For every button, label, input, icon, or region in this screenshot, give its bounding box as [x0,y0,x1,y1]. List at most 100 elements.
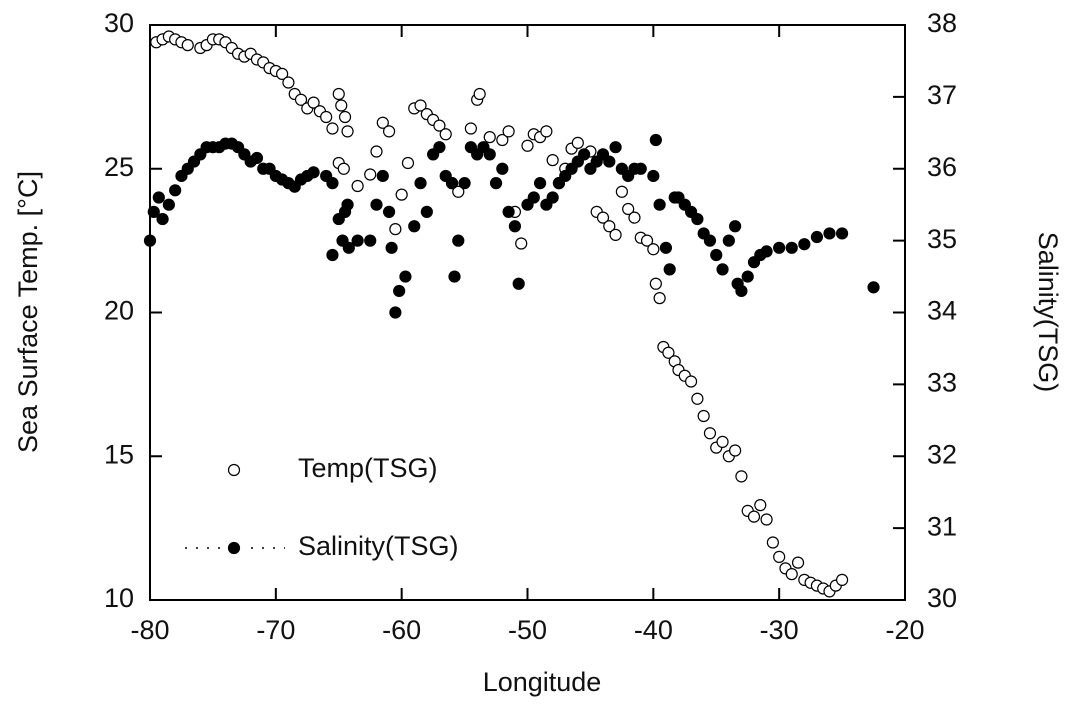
point [414,99,427,112]
point [823,227,836,240]
point [747,510,761,523]
point [760,513,773,526]
point [395,188,408,201]
point [653,292,666,305]
point [489,177,503,190]
plot-frame [149,24,906,601]
point [483,131,496,144]
point [697,409,710,423]
legend-marker [227,463,241,477]
point [729,444,742,457]
y2-tick-label: 32 [927,439,957,469]
point [341,125,354,138]
point [512,277,525,290]
point [735,284,748,298]
point [533,177,547,190]
point [791,556,805,569]
point [326,248,339,262]
point [785,568,798,581]
point [376,116,389,129]
point [335,99,348,112]
point [162,198,175,211]
y2-tick-label: 37 [927,80,957,110]
point [546,154,559,167]
point [399,270,412,283]
point [773,241,786,254]
point [760,245,773,258]
point [448,270,461,283]
y2-tick-label: 31 [927,511,957,541]
point [785,241,798,254]
point [294,93,308,106]
point [408,220,421,233]
point [603,155,616,168]
point [502,205,515,218]
point [609,228,622,241]
point [452,185,465,198]
point [496,133,509,147]
point [735,470,748,483]
point [389,306,402,319]
point [515,237,528,250]
point [338,205,352,218]
point [867,281,880,294]
point [385,241,398,254]
point [307,96,320,109]
point [716,435,729,448]
legend-marker [227,541,241,555]
y-tick-label: 10 [104,583,134,613]
point [766,536,779,549]
point [370,145,383,158]
point [521,139,534,152]
point [342,241,355,254]
point [433,141,446,154]
point [615,185,628,198]
point [649,277,662,290]
point [393,284,406,298]
point [835,227,849,240]
point [502,125,515,138]
point [628,211,641,224]
point [546,191,559,204]
point [634,162,647,175]
point [527,191,540,204]
x-tick-label: -30 [760,615,799,645]
point [622,202,635,216]
point [603,220,616,233]
y2-tick-label: 38 [927,8,957,38]
point [710,248,723,262]
point [703,427,717,440]
legend-label: Salinity(TSG) [298,531,459,561]
point [653,198,666,211]
point [276,67,289,80]
point [609,141,622,154]
y-tick-label: 15 [104,439,134,469]
point [649,133,662,147]
point [414,177,427,190]
point [483,148,496,161]
point [382,125,396,138]
y2-tick-label: 33 [927,368,957,398]
y-tick-label: 25 [104,152,134,182]
point [420,205,433,218]
point [181,39,194,52]
point [496,162,509,175]
point [433,119,446,132]
point [364,234,377,247]
point [473,87,486,101]
point [659,241,673,254]
legend-label: Temp(TSG) [298,453,438,483]
x-tick-label: -80 [130,615,169,645]
point [835,573,849,586]
point [376,169,389,183]
y2-tick-label: 36 [927,152,957,182]
point [445,177,459,190]
y-axis-label: Sea Surface Temp. [°C] [13,171,43,453]
point [389,223,402,236]
point [351,179,364,193]
point [439,128,452,141]
point [320,110,333,124]
point [250,151,264,165]
point [691,392,704,405]
point [332,87,345,101]
